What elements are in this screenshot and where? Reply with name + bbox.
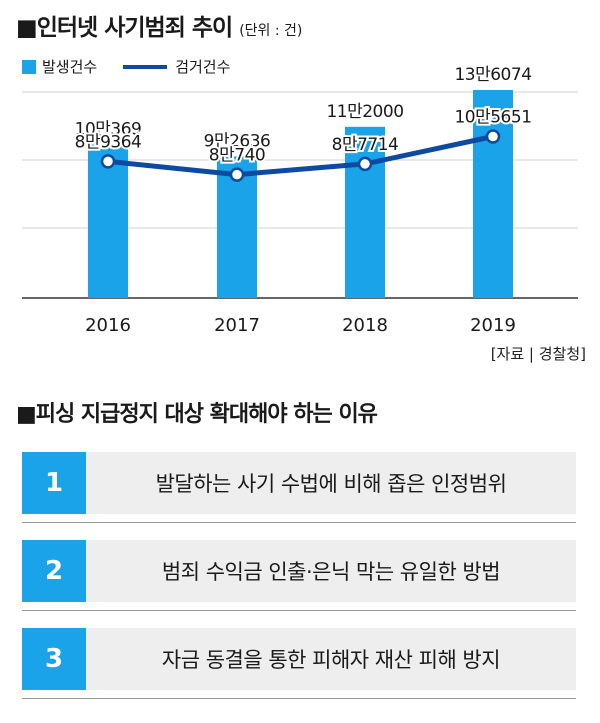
reason-text: 범죄 수익금 인출·은닉 막는 유일한 방법	[161, 560, 501, 584]
reason-number: 2	[22, 540, 86, 602]
line-data-label: 8만740	[209, 146, 265, 166]
line-data-label: 8만9364	[75, 132, 142, 152]
bar	[88, 144, 128, 298]
reason-number: 1	[22, 452, 86, 514]
reason-text: 자금 동결을 통한 피해자 재산 피해 방지	[161, 648, 501, 672]
reason-divider	[22, 698, 576, 699]
bar-data-label: 10만369	[75, 120, 142, 140]
line-point	[485, 129, 501, 144]
reason-row-3: 3 자금 동결을 통한 피해자 재산 피해 방지	[22, 628, 576, 690]
legend: 발생건수 검거건수	[22, 56, 230, 77]
reason-row-2: 2 범죄 수익금 인출·은닉 막는 유일한 방법	[22, 540, 576, 602]
reason-divider	[22, 610, 576, 611]
section-title: ■피싱 지급정지 대상 확대해야 하는 이유	[16, 402, 378, 427]
x-tick-label: 2016	[85, 315, 131, 336]
line-point	[357, 156, 373, 172]
x-tick-label: 2017	[214, 315, 260, 336]
line-data-label: 10만5651	[454, 108, 531, 128]
reason-divider	[22, 522, 576, 523]
x-tick-label: 2018	[342, 315, 388, 336]
chart-title: ■인터넷 사기범죄 추이 (단위 : 건)	[16, 8, 302, 42]
unit-label: (단위 : 건)	[239, 23, 303, 39]
source-note: [자료 | 경찰청]	[490, 345, 586, 363]
bar-data-label: 13만6074	[454, 65, 531, 85]
bar-data-label: 11만2000	[326, 102, 403, 122]
reason-number: 3	[22, 628, 86, 690]
combo-chart: 10만369 9만2636 11만2000 13만6074 8만9364 8만740 8만7…	[22, 65, 578, 336]
legend-label-line: 검거건수	[175, 58, 231, 76]
reason-row-1: 1 발달하는 사기 수법에 비해 좁은 인정범위	[22, 452, 576, 514]
line-point	[229, 167, 245, 182]
reason-text: 발달하는 사기 수법에 비해 좁은 인정범위	[155, 472, 507, 496]
line-point	[100, 154, 116, 169]
legend-swatch-line	[123, 64, 168, 69]
line-series	[107, 134, 494, 178]
legend-swatch-bar	[22, 59, 36, 74]
bar-data-label: 9만2636	[204, 131, 271, 151]
legend-label-bar: 발생건수	[42, 58, 98, 76]
bar	[345, 126, 385, 298]
line-data-label: 8만7714	[332, 135, 399, 155]
chart-title-text: ■인터넷 사기범죄 추이	[16, 15, 233, 41]
bar	[473, 90, 513, 298]
x-tick-label: 2019	[470, 315, 516, 336]
